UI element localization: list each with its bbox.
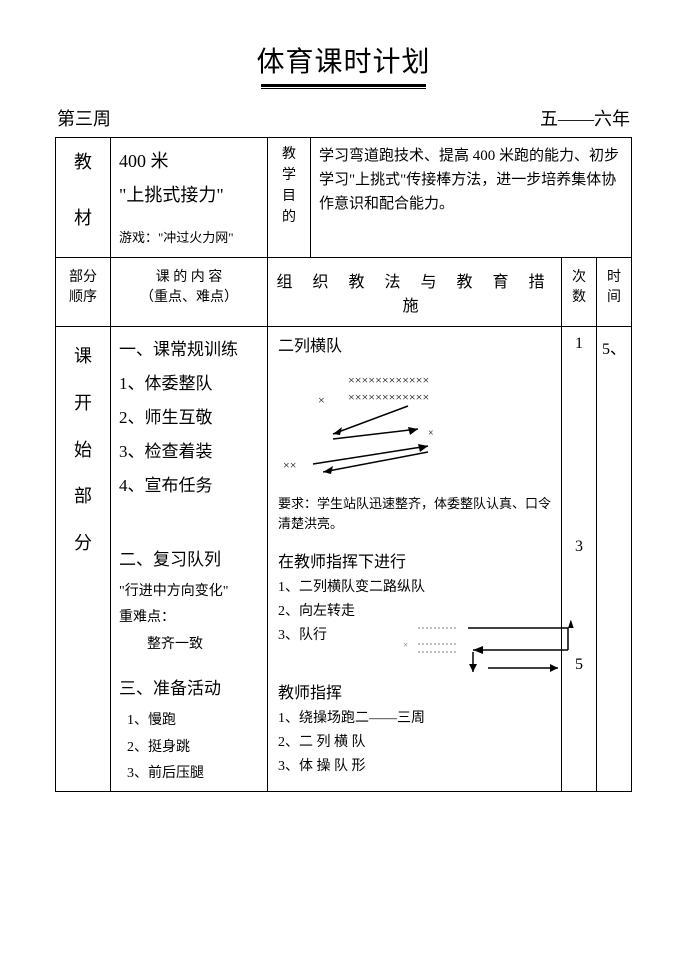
item-i4: 4、宣布任务 <box>119 469 259 503</box>
m3-3: 3、体 操 队 形 <box>278 755 551 779</box>
s2: 开 <box>64 380 102 427</box>
item-h3: 三、准备活动 <box>119 672 259 706</box>
material-line1: 400 米 <box>119 144 259 178</box>
material-line2: "上挑式接力" <box>119 178 259 212</box>
formation-diagram-1: ×××××××××××× ×××××××××××× × × ×× <box>278 364 538 484</box>
p3: 3、前后压腿 <box>119 763 259 785</box>
col-count: 次 数 <box>562 258 597 327</box>
spacer <box>64 180 102 200</box>
s4: 部 <box>64 473 102 520</box>
req-note: 要求：学生站队迅速整齐，体委整队认真、口令清楚洪亮。 <box>278 494 551 533</box>
two-x: ×× <box>283 458 297 472</box>
title-underline <box>261 84 426 87</box>
item-i2: 2、师生互敬 <box>119 401 259 435</box>
p2: 2、挺身跳 <box>119 737 259 759</box>
count-2: 3 <box>566 538 592 556</box>
material-label-2: 材 <box>64 200 102 236</box>
c5a: 时 <box>601 266 627 286</box>
col-section: 部分 顺序 <box>56 258 111 327</box>
obj-l1: 教 <box>276 144 302 165</box>
c1b: 顺序 <box>60 286 106 306</box>
m2-1: 1、二列横队变二路纵队 <box>278 576 551 600</box>
path-diagram: × <box>398 620 588 680</box>
m3: 教师指挥 <box>278 680 551 707</box>
material-content: 400 米 "上挑式接力" 游戏："冲过火力网" <box>111 138 268 258</box>
mark-x: × <box>428 428 434 439</box>
s5: 分 <box>64 520 102 567</box>
objective-content: 学习弯道跑技术、提高 400 米跑的能力、初步学习"上挑式"传接棒方法，进一步培… <box>311 138 632 258</box>
item-i1: 1、体委整队 <box>119 367 259 401</box>
c4b: 数 <box>566 286 592 306</box>
s3: 始 <box>64 427 102 474</box>
col-time: 时 间 <box>597 258 632 327</box>
m3-1: 1、绕操场跑二——三周 <box>278 707 551 731</box>
m2-3-row: 3、队行 × <box>278 624 551 648</box>
m1: 二列横队 <box>278 333 551 360</box>
sub2: 重难点： <box>119 607 259 629</box>
col-method: 组 织 教 法 与 教 育 措 施 <box>268 258 562 327</box>
c2a: 课 的 内 容 <box>115 266 263 286</box>
m2-3: 3、队行 <box>278 628 327 643</box>
item-h1: 一、课常规训练 <box>119 333 259 367</box>
header-row: 第三周 五——六年 <box>55 105 632 131</box>
c5b: 间 <box>601 286 627 306</box>
obj-l4: 的 <box>276 207 302 228</box>
single-x: × <box>318 393 325 407</box>
page-title: 体育课时计划 <box>55 40 632 80</box>
sub3: 整齐一致 <box>119 634 259 656</box>
c4a: 次 <box>566 266 592 286</box>
lesson-plan-table: 教 材 400 米 "上挑式接力" 游戏："冲过火力网" 教 学 目 的 学习弯… <box>55 137 632 792</box>
c2b: （重点、难点） <box>115 286 263 306</box>
item-i3: 3、检查着装 <box>119 435 259 469</box>
item-h2: 二、复习队列 <box>119 543 259 577</box>
obj-l2: 学 <box>276 165 302 186</box>
material-game: 游戏："冲过火力网" <box>119 226 259 251</box>
objective-label: 教 学 目 的 <box>268 138 311 258</box>
row-x-1: ×××××××××××× <box>348 373 429 387</box>
material-label: 教 材 <box>56 138 111 258</box>
time-column: 5、 <box>597 327 632 792</box>
m3-2: 2、二 列 横 队 <box>278 731 551 755</box>
s1: 课 <box>64 333 102 380</box>
svg-text:×: × <box>403 640 408 650</box>
grade-label: 五——六年 <box>540 105 630 131</box>
content-column: 一、课常规训练 1、体委整队 2、师生互敬 3、检查着装 4、宣布任务 二、复习… <box>111 327 268 792</box>
count-1: 1 <box>566 335 592 353</box>
section-start: 课 开 始 部 分 <box>56 327 111 792</box>
week-label: 第三周 <box>57 105 111 131</box>
method-column: 二列横队 ×××××××××××× ×××××××××××× × × ×× <box>268 327 562 792</box>
m2: 在教师指挥下进行 <box>278 549 551 576</box>
p1: 1、慢跑 <box>119 710 259 732</box>
col-content: 课 的 内 容 （重点、难点） <box>111 258 268 327</box>
c1a: 部分 <box>60 266 106 286</box>
row-x-2: ×××××××××××× <box>348 390 429 404</box>
time-1: 5、 <box>601 335 627 359</box>
count-column: 1 3 5 <box>562 327 597 792</box>
obj-l3: 目 <box>276 186 302 207</box>
sub1: "行进中方向变化" <box>119 581 259 603</box>
material-label-1: 教 <box>64 144 102 180</box>
